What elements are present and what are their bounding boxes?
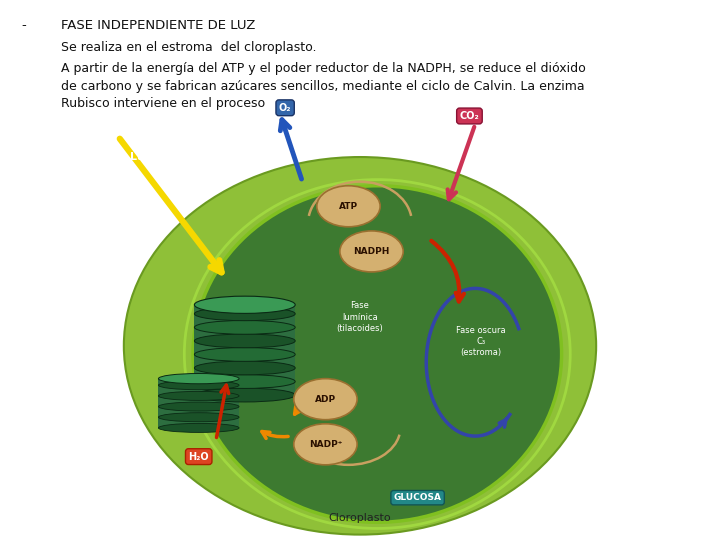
Ellipse shape xyxy=(158,423,239,433)
Bar xyxy=(158,379,239,428)
Text: A partir de la energía del ATP y el poder reductor de la NADPH, se reduce el dió: A partir de la energía del ATP y el pode… xyxy=(61,62,586,75)
Ellipse shape xyxy=(158,392,239,400)
Ellipse shape xyxy=(158,413,239,422)
Text: FASE INDEPENDIENTE DE LUZ: FASE INDEPENDIENTE DE LUZ xyxy=(61,19,256,32)
Text: CO₂: CO₂ xyxy=(459,111,480,121)
Text: O₂: O₂ xyxy=(279,103,292,113)
Text: Rubisco interviene en el proceso: Rubisco interviene en el proceso xyxy=(61,97,266,110)
Ellipse shape xyxy=(194,320,295,334)
Text: de carbono y se fabrican azúcares sencillos, mediante el ciclo de Calvin. La enz: de carbono y se fabrican azúcares sencil… xyxy=(61,80,585,93)
Text: Luz: Luz xyxy=(130,152,151,162)
Text: NADPH: NADPH xyxy=(354,247,390,256)
Ellipse shape xyxy=(158,381,239,390)
Text: Cloroplasto: Cloroplasto xyxy=(329,513,391,523)
Ellipse shape xyxy=(194,348,295,361)
Ellipse shape xyxy=(317,186,380,227)
Text: Fase oscura
C₃
(estroma): Fase oscura C₃ (estroma) xyxy=(456,326,505,357)
Ellipse shape xyxy=(158,374,239,384)
Ellipse shape xyxy=(193,186,562,522)
Ellipse shape xyxy=(194,307,295,321)
Text: H₂O: H₂O xyxy=(189,451,209,462)
Text: NADP⁺: NADP⁺ xyxy=(309,440,342,449)
Text: ATP: ATP xyxy=(339,202,358,211)
Ellipse shape xyxy=(194,296,295,313)
Ellipse shape xyxy=(294,424,357,465)
Ellipse shape xyxy=(194,334,295,348)
Bar xyxy=(194,305,295,395)
Text: GLUCOSA: GLUCOSA xyxy=(394,493,441,502)
Text: -: - xyxy=(22,19,27,32)
Text: ADP: ADP xyxy=(315,395,336,404)
Ellipse shape xyxy=(194,375,295,388)
Ellipse shape xyxy=(294,379,357,420)
Ellipse shape xyxy=(194,388,295,402)
Ellipse shape xyxy=(340,231,403,272)
Ellipse shape xyxy=(194,361,295,375)
Ellipse shape xyxy=(124,157,596,535)
Ellipse shape xyxy=(158,402,239,411)
Text: Se realiza en el estroma  del cloroplasto.: Se realiza en el estroma del cloroplasto… xyxy=(61,40,317,53)
Text: Fase
lumínica
(tilacoides): Fase lumínica (tilacoides) xyxy=(337,301,383,333)
